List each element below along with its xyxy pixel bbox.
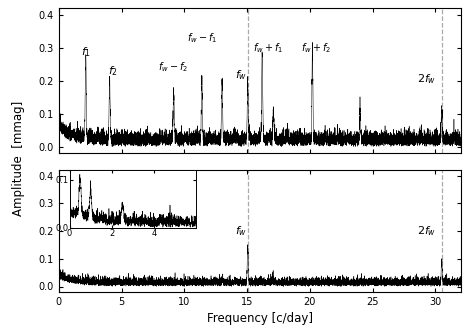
Text: $f_w-f_2$: $f_w-f_2$ [158, 60, 188, 74]
Text: $f_w$: $f_w$ [235, 68, 247, 82]
Text: $2f_w$: $2f_w$ [417, 224, 436, 238]
Text: $f_w$: $f_w$ [235, 224, 247, 238]
Text: Amplitude  [mmag]: Amplitude [mmag] [12, 101, 25, 216]
Text: $f_w+f_2$: $f_w+f_2$ [301, 41, 331, 55]
Text: $f_2$: $f_2$ [108, 64, 118, 78]
Text: $2f_w$: $2f_w$ [417, 72, 436, 86]
Text: $f_1$: $f_1$ [81, 46, 91, 59]
Text: $f_w-f_1$: $f_w-f_1$ [187, 31, 217, 45]
Text: $f_w+f_1$: $f_w+f_1$ [253, 41, 283, 55]
X-axis label: Frequency [c/day]: Frequency [c/day] [207, 313, 313, 325]
